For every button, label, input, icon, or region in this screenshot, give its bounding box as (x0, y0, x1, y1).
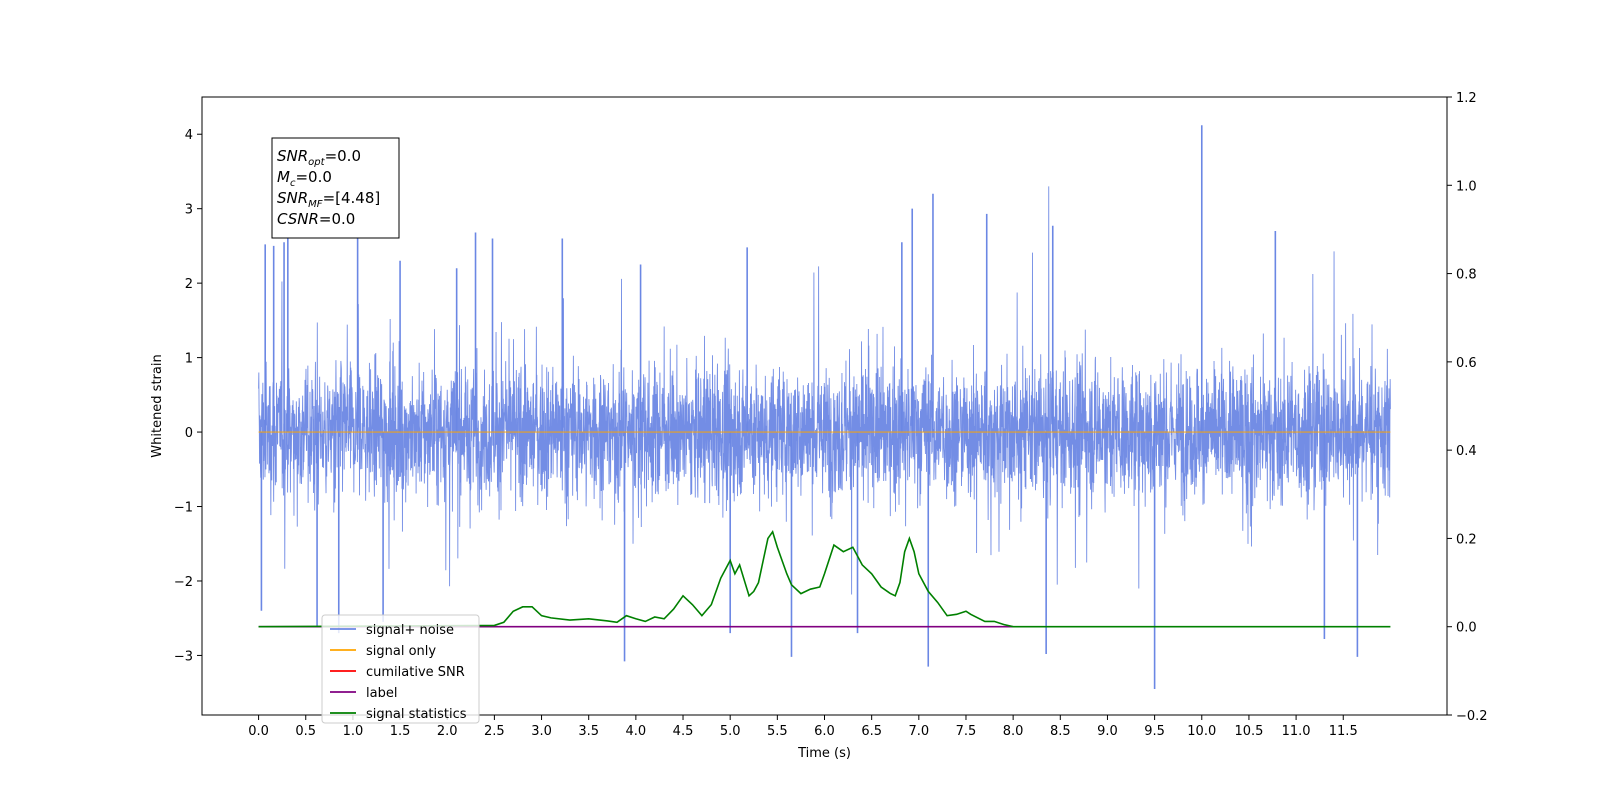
x-axis-label: Time (s) (797, 746, 851, 761)
y2-tick-label: 0.2 (1456, 532, 1477, 547)
x-tick-label: 11.5 (1329, 724, 1358, 739)
x-tick-label: 3.5 (578, 724, 599, 739)
x-tick-label: 5.0 (720, 724, 741, 739)
y-tick-label: −2 (174, 575, 193, 590)
y-tick-label: −1 (174, 501, 193, 516)
y-tick-label: 1 (185, 352, 193, 367)
y2-tick-label: −0.2 (1456, 709, 1488, 724)
x-tick-label: 5.5 (767, 724, 788, 739)
stats-line: SNRMF=[4.48] (277, 189, 380, 210)
x-tick-label: 7.5 (956, 724, 977, 739)
y2-tick-label: 0.0 (1456, 621, 1477, 636)
y2-tick-label: 1.0 (1456, 179, 1477, 194)
x-tick-label: 10.5 (1234, 724, 1263, 739)
x-tick-label: 3.0 (531, 724, 552, 739)
x-tick-label: 6.0 (814, 724, 835, 739)
y-tick-label: −3 (174, 649, 193, 664)
x-tick-label: 1.5 (390, 724, 411, 739)
y2-tick-label: 1.2 (1456, 91, 1477, 106)
x-tick-label: 0.5 (295, 724, 316, 739)
x-tick-label: 6.5 (861, 724, 882, 739)
x-tick-label: 2.0 (437, 724, 458, 739)
legend-box (321, 614, 480, 724)
stats-line: CSNR=0.0 (277, 210, 355, 228)
series-signal-statistics (258, 530, 1391, 628)
y2-tick-label: 0.6 (1456, 356, 1477, 371)
x-tick-label: 2.5 (484, 724, 505, 739)
x-tick-label: 0.0 (248, 724, 269, 739)
x-tick-label: 8.5 (1050, 724, 1071, 739)
plot-area (258, 125, 1391, 689)
x-tick-label: 9.5 (1144, 724, 1165, 739)
x-tick-label: 4.0 (626, 724, 647, 739)
stats-line: Mc=0.0 (277, 168, 332, 189)
stats-line: SNRopt=0.0 (277, 147, 361, 168)
x-tick-label: 10.0 (1187, 724, 1216, 739)
y2-tick-label: 0.4 (1456, 444, 1477, 459)
x-tick-label: 1.0 (343, 724, 364, 739)
y-tick-label: 2 (185, 277, 193, 292)
legend-label: signal+ noise (366, 623, 454, 638)
y-tick-label: 3 (185, 203, 193, 218)
y-axis-label: Whitened strain (150, 354, 165, 457)
x-tick-label: 4.5 (673, 724, 694, 739)
stats-box (271, 137, 400, 239)
y-tick-label: 4 (185, 128, 193, 143)
legend-label: label (366, 686, 397, 701)
x-tick-label: 8.0 (1003, 724, 1024, 739)
y-tick-label: 0 (185, 426, 193, 441)
x-tick-label: 9.0 (1097, 724, 1118, 739)
legend-label: signal only (366, 644, 436, 659)
legend-label: cumilative SNR (366, 665, 465, 680)
series-signal-noise (258, 186, 1391, 595)
x-tick-label: 11.0 (1282, 724, 1311, 739)
y2-tick-label: 0.8 (1456, 268, 1477, 283)
x-tick-label: 7.0 (908, 724, 929, 739)
legend-label: signal statistics (366, 707, 467, 722)
